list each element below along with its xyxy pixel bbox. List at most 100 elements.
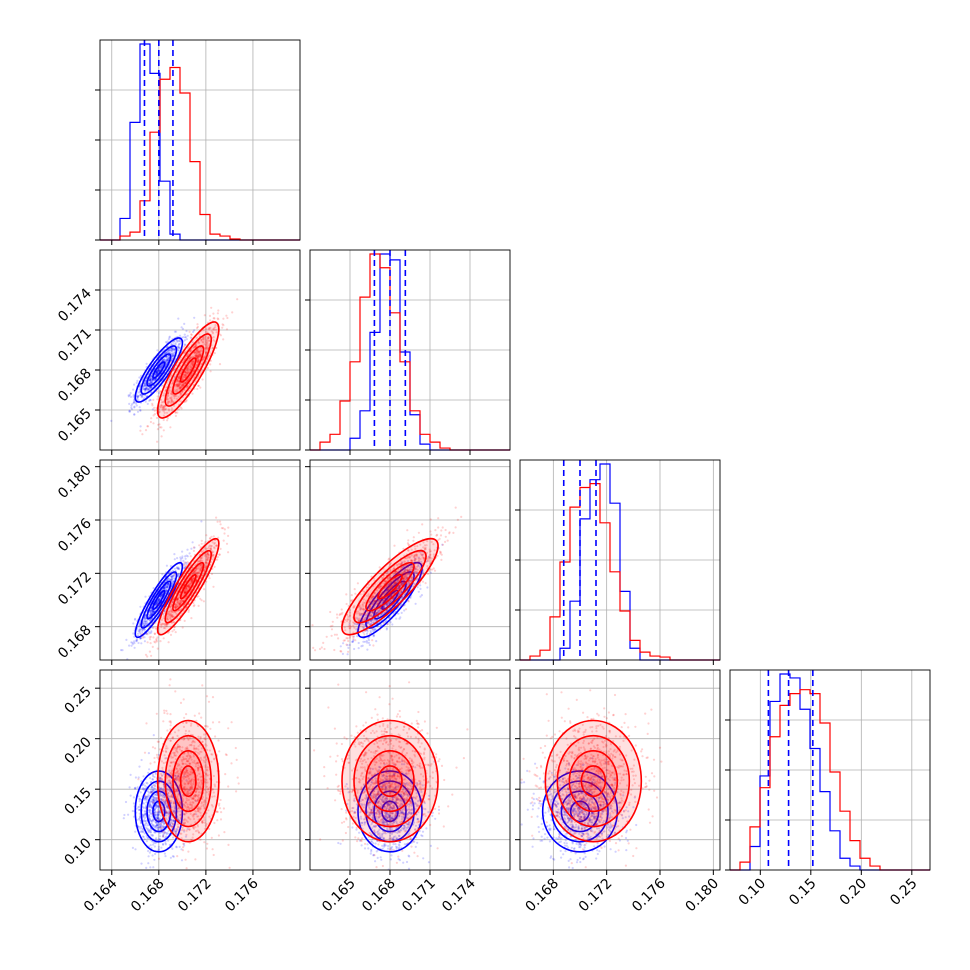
scatter-point [220, 527, 223, 530]
scatter-point [183, 591, 186, 594]
scatter-point [394, 603, 397, 606]
scatter-point [167, 338, 170, 341]
scatter-point [169, 348, 172, 352]
scatter-point [195, 354, 198, 357]
scatter-point [193, 351, 196, 354]
scatter-point [187, 384, 190, 388]
scatter-point [174, 607, 177, 610]
scatter-point [167, 578, 170, 581]
scatter-point [163, 394, 166, 397]
scatter-point [149, 378, 152, 381]
contour-fill [172, 346, 204, 394]
scatter-point [209, 537, 212, 540]
scatter-point [133, 400, 136, 403]
scatter-point [408, 579, 411, 582]
scatter-point [171, 630, 174, 633]
contour-fill [165, 334, 212, 406]
scatter-point [367, 641, 370, 645]
scatter-point [176, 340, 179, 343]
scatter-point [148, 379, 152, 382]
scatter-point [138, 384, 142, 387]
scatter-point [176, 600, 179, 604]
scatter-panel [110, 298, 239, 443]
scatter-point [165, 624, 168, 627]
scatter-point [138, 630, 142, 633]
scatter-point [167, 394, 170, 397]
scatter-point [168, 610, 171, 613]
scatter-point [150, 374, 153, 377]
scatter-point [195, 571, 198, 574]
scatter-point [178, 377, 181, 380]
scatter-point [406, 574, 409, 577]
scatter-point [386, 603, 389, 607]
scatter-point [173, 330, 176, 333]
scatter-point [157, 597, 161, 601]
scatter-point [160, 595, 163, 598]
scatter-point [351, 640, 354, 644]
scatter-point [183, 619, 186, 623]
scatter-point [173, 606, 176, 609]
scatter-point [353, 647, 356, 651]
scatter-point [419, 551, 422, 554]
scatter-point [186, 371, 189, 374]
scatter-point [150, 386, 153, 390]
scatter-point [361, 612, 364, 615]
scatter-point [136, 668, 138, 670]
scatter-point [139, 605, 142, 608]
scatter-point [195, 343, 198, 346]
scatter-point [153, 640, 156, 643]
scatter-point [353, 622, 356, 626]
y-tick-label: 0.176 [55, 515, 95, 555]
scatter-point [137, 395, 140, 398]
scatter-point [439, 551, 442, 554]
scatter-point [184, 557, 187, 560]
contour-fill [180, 358, 196, 382]
scatter-point [148, 618, 151, 622]
scatter-point [164, 627, 167, 630]
scatter-point [197, 360, 200, 363]
scatter-point [176, 601, 179, 604]
scatter-point [208, 326, 211, 329]
scatter-point [372, 600, 375, 603]
scatter-point [168, 577, 171, 580]
scatter-point [223, 532, 226, 535]
scatter-point [407, 582, 410, 585]
scatter-point [178, 600, 182, 603]
scatter-point [154, 641, 157, 644]
scatter-point [189, 356, 192, 359]
scatter-point [401, 561, 404, 564]
scatter-point [150, 606, 153, 610]
scatter-point [168, 613, 171, 616]
scatter-point [405, 576, 408, 579]
scatter-point [199, 352, 202, 356]
scatter-point [369, 619, 372, 623]
scatter-point [204, 351, 207, 354]
scatter-point [170, 608, 173, 612]
scatter-point [171, 347, 174, 350]
scatter-point [139, 393, 142, 396]
scatter-point [369, 631, 372, 634]
scatter-point [198, 333, 201, 336]
scatter-point [148, 382, 151, 386]
scatter-point [170, 396, 173, 399]
scatter-point [375, 611, 378, 614]
scatter-point [370, 614, 373, 617]
scatter-point [193, 569, 196, 573]
scatter-point [395, 564, 398, 567]
scatter-point [154, 604, 157, 607]
scatter-point [170, 347, 173, 350]
scatter-point [198, 354, 201, 357]
scatter-point [135, 640, 138, 643]
scatter-point [149, 381, 152, 384]
scatter-point [405, 586, 408, 589]
scatter-point [216, 317, 219, 320]
scatter-point [184, 561, 187, 564]
scatter-point [167, 641, 170, 644]
scatter-point [134, 402, 137, 405]
scatter-point [389, 600, 392, 603]
scatter-point [202, 341, 205, 344]
scatter-point [207, 327, 210, 330]
scatter-point [178, 383, 181, 386]
scatter-point [203, 542, 206, 545]
scatter-point [195, 364, 198, 367]
